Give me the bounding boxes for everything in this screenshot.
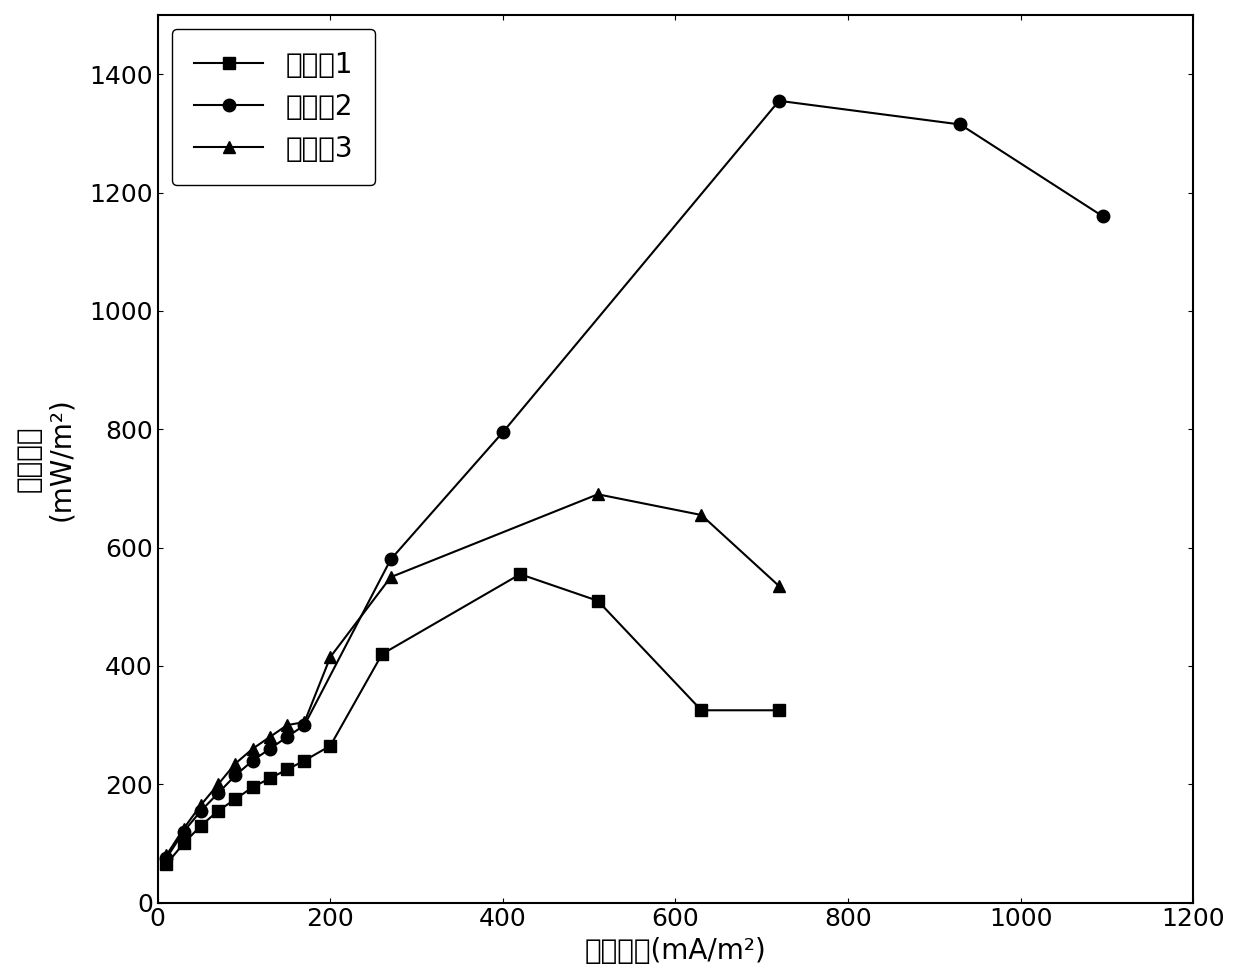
Line: 实施例1: 实施例1 <box>160 568 785 870</box>
实施例1 <box>590 595 605 607</box>
实施例3 <box>383 571 398 583</box>
实施例2 <box>228 769 243 781</box>
实施例1 <box>176 838 191 850</box>
实施例1 <box>298 755 312 766</box>
实施例1 <box>263 772 278 784</box>
实施例3 <box>193 799 208 810</box>
Line: 实施例2: 实施例2 <box>160 94 1109 864</box>
实施例1 <box>322 740 337 752</box>
实施例1 <box>246 781 260 793</box>
实施例2 <box>211 787 226 799</box>
实施例1 <box>512 568 527 580</box>
实施例3 <box>322 651 337 662</box>
实施例2 <box>246 755 260 766</box>
实施例1 <box>374 648 389 660</box>
实施例3 <box>694 510 709 521</box>
实施例2 <box>176 826 191 838</box>
实施例2 <box>159 853 174 864</box>
Line: 实施例3: 实施例3 <box>160 488 785 861</box>
实施例1 <box>159 858 174 870</box>
实施例3 <box>246 743 260 755</box>
实施例3 <box>211 778 226 790</box>
实施例1 <box>193 820 208 832</box>
实施例2 <box>280 731 295 743</box>
实施例1 <box>228 793 243 805</box>
实施例2 <box>496 426 511 438</box>
实施例2 <box>298 719 312 731</box>
实施例2 <box>383 554 398 565</box>
实施例3 <box>176 823 191 835</box>
实施例3 <box>263 731 278 743</box>
Y-axis label: 功率密度
(mW/m²): 功率密度 (mW/m²) <box>15 397 76 520</box>
X-axis label: 电流密度(mA/m²): 电流密度(mA/m²) <box>584 937 766 965</box>
实施例3 <box>771 580 786 592</box>
实施例1 <box>280 763 295 775</box>
实施例1 <box>211 805 226 816</box>
实施例1 <box>771 705 786 716</box>
实施例3 <box>280 719 295 731</box>
Legend: 实施例1, 实施例2, 实施例3: 实施例1, 实施例2, 实施例3 <box>171 28 376 185</box>
实施例1 <box>694 705 709 716</box>
实施例2 <box>193 805 208 816</box>
实施例2 <box>952 119 967 130</box>
实施例3 <box>590 488 605 500</box>
实施例3 <box>228 758 243 769</box>
实施例2 <box>771 95 786 107</box>
实施例3 <box>159 850 174 861</box>
实施例2 <box>1095 211 1110 222</box>
实施例3 <box>298 716 312 728</box>
实施例2 <box>263 743 278 755</box>
